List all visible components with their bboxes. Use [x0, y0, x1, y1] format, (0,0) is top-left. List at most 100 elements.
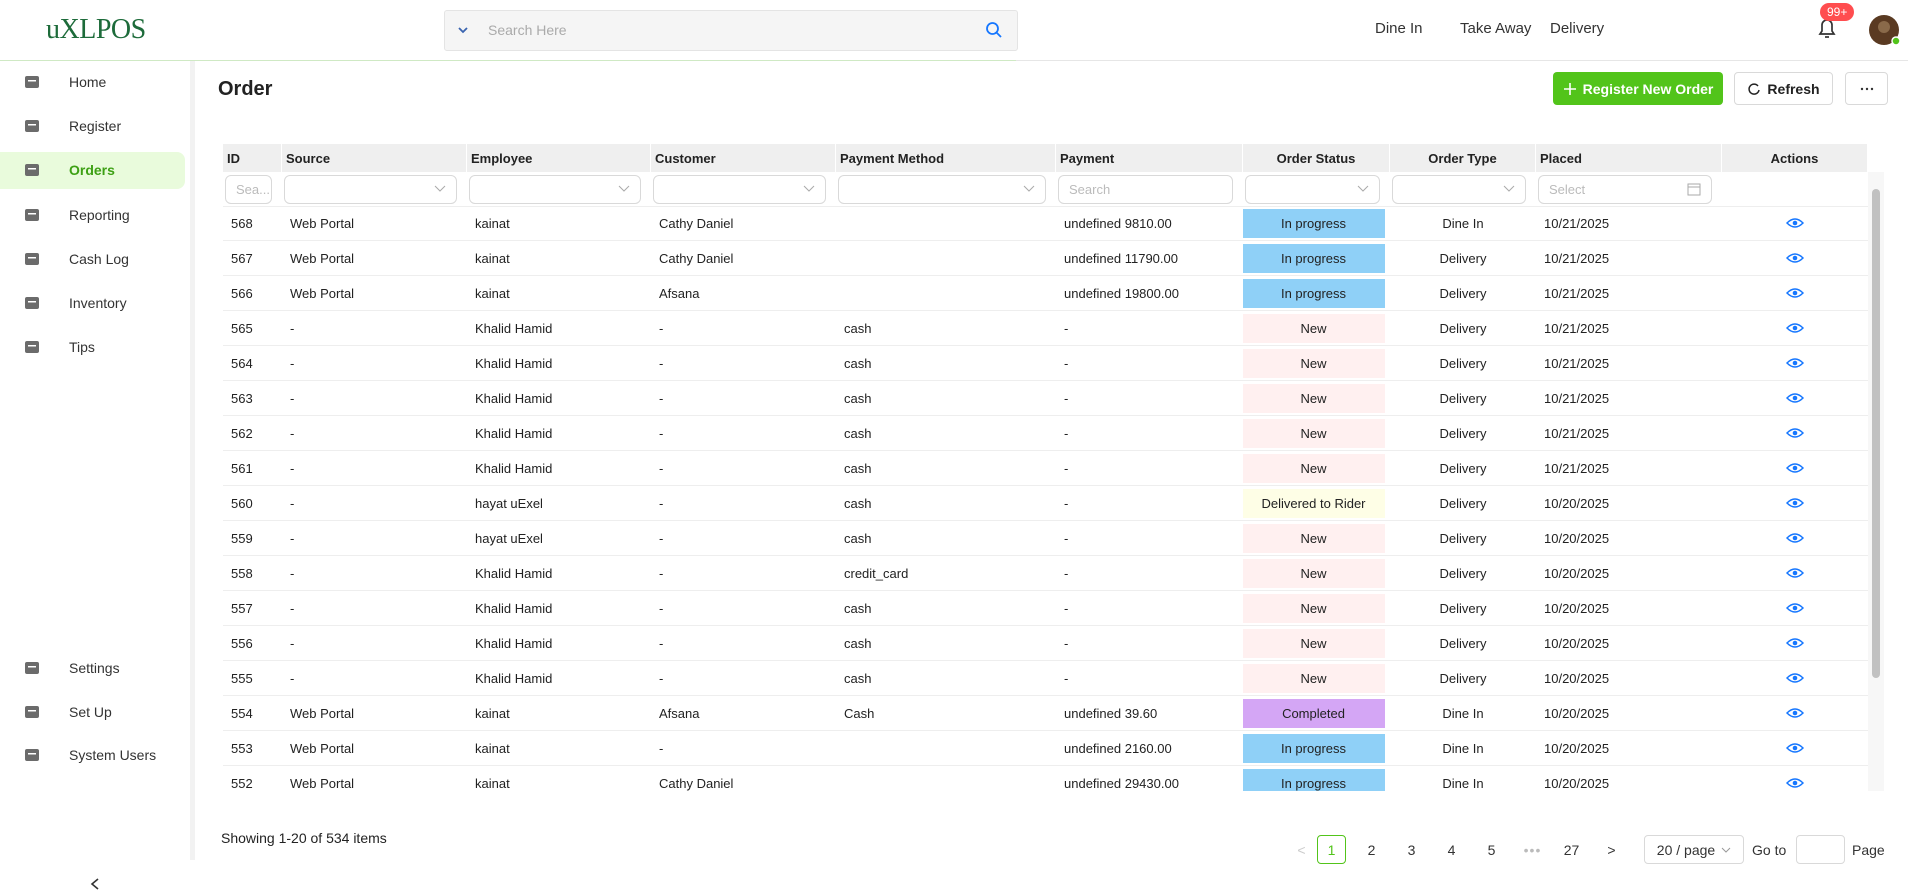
menu-item[interactable]: Register	[0, 108, 185, 145]
menu-item[interactable]: Orders	[0, 152, 185, 189]
nav-link[interactable]: Delivery	[1550, 20, 1605, 37]
table-row[interactable]: 555 - Khalid Hamid - cash - New Delivery 10/20/2…	[223, 661, 1868, 696]
scroll-thumb[interactable]	[1872, 189, 1880, 678]
table-row[interactable]: 564 - Khalid Hamid - cash - New Delivery 10/21/2…	[223, 346, 1868, 381]
cell-text: Web Portal	[290, 285, 355, 301]
page-number[interactable]: 3	[1407, 841, 1416, 858]
table-row[interactable]: 567 Web Portal kainat Cathy Daniel undefined…	[223, 241, 1868, 276]
chevron-icon	[1357, 185, 1369, 192]
cell-text: 10/20/2025	[1544, 670, 1610, 686]
cell-text: -	[659, 600, 664, 616]
table-cell: Web Portal	[282, 766, 467, 791]
table-cell: -	[1056, 521, 1243, 556]
table-row[interactable]: 568 Web Portal kainat Cathy Daniel undefined…	[223, 206, 1868, 241]
table-row[interactable]: 559 - hayat uExel - cash - New Delivery 10/20/20…	[223, 521, 1868, 556]
search-box[interactable]: Search Here	[444, 10, 1018, 51]
search-icon[interactable]	[985, 21, 1003, 39]
table-row[interactable]: 563 - Khalid Hamid - cash - New Delivery 10/21/2…	[223, 381, 1868, 416]
menu-item[interactable]: Inventory	[0, 285, 185, 322]
filter-input[interactable]: Sea...	[225, 174, 272, 204]
view-icon[interactable]	[1786, 637, 1804, 649]
cell-text: Delivery	[1439, 390, 1487, 406]
collapse-icon[interactable]	[89, 877, 101, 891]
filter-input[interactable]: Search	[1058, 174, 1233, 204]
view-icon[interactable]	[1786, 672, 1804, 684]
view-icon[interactable]	[1786, 427, 1804, 439]
menu-item[interactable]: Reporting	[0, 197, 185, 234]
table-cell: -	[651, 521, 836, 556]
more-button[interactable]	[1845, 72, 1888, 105]
view-icon[interactable]	[1786, 532, 1804, 544]
view-icon[interactable]	[1786, 357, 1804, 369]
view-icon[interactable]	[1786, 602, 1804, 614]
view-icon[interactable]	[1786, 392, 1804, 404]
table-row[interactable]: 560 - hayat uExel - cash - Delivered to Rider D…	[223, 486, 1868, 521]
filter-select[interactable]	[653, 174, 826, 204]
menu-item[interactable]: Settings	[0, 650, 185, 687]
menu-item[interactable]: System Users	[0, 737, 185, 774]
view-icon[interactable]	[1786, 707, 1804, 719]
cell-text: 10/20/2025	[1544, 775, 1610, 791]
table-cell: -	[651, 381, 836, 416]
cell-text: -	[659, 495, 664, 511]
page-number[interactable]: 2	[1367, 841, 1376, 858]
prev-page[interactable]: <	[1297, 841, 1306, 858]
cell-text: -	[290, 355, 295, 371]
filter-select[interactable]	[469, 174, 641, 204]
menu-item[interactable]: Cash Log	[0, 241, 185, 278]
view-icon[interactable]	[1786, 462, 1804, 474]
cell-text: Cathy Daniel	[659, 250, 734, 266]
page-number[interactable]: 4	[1447, 841, 1456, 858]
table-row[interactable]: 553 Web Portal kainat - undefined 2160.00 In …	[223, 731, 1868, 766]
filter-select[interactable]	[838, 174, 1046, 204]
nav-link[interactable]: Take Away	[1460, 20, 1532, 37]
table-cell: New	[1243, 451, 1390, 486]
table-cell: 563	[223, 381, 282, 416]
table-row[interactable]: 557 - Khalid Hamid - cash - New Delivery 10/20/2…	[223, 591, 1868, 626]
table-cell: -	[651, 346, 836, 381]
filter-select[interactable]	[1392, 174, 1526, 204]
view-icon[interactable]	[1786, 777, 1804, 789]
view-icon[interactable]	[1786, 217, 1804, 229]
filter-select[interactable]	[1245, 174, 1380, 204]
view-icon[interactable]	[1786, 742, 1804, 754]
table-row[interactable]: 554 Web Portal kainat Afsana Cash undefined 3…	[223, 696, 1868, 731]
page-ellipsis[interactable]: •••	[1523, 841, 1542, 858]
view-icon[interactable]	[1786, 567, 1804, 579]
status-badge: New	[1243, 453, 1385, 483]
logo[interactable]: uXLPOS	[46, 14, 146, 45]
filter-input[interactable]: Select	[1538, 174, 1712, 204]
view-icon[interactable]	[1786, 322, 1804, 334]
table-cell: -	[282, 591, 467, 626]
register-button[interactable]: Register New Order	[1553, 72, 1723, 105]
menu-item[interactable]: Home	[0, 64, 185, 101]
table-cell: cash	[836, 591, 1056, 626]
view-icon[interactable]	[1786, 287, 1804, 299]
table-row[interactable]: 561 - Khalid Hamid - cash - New Delivery 10/21/2…	[223, 451, 1868, 486]
next-page[interactable]: >	[1607, 841, 1616, 858]
table-row[interactable]: 562 - Khalid Hamid - cash - New Delivery 10/21/2…	[223, 416, 1868, 451]
menu-item[interactable]: Tips	[0, 329, 185, 366]
page-number[interactable]: 27	[1563, 841, 1580, 858]
search-placeholder: Search Here	[488, 22, 567, 38]
cell-text: Afsana	[659, 705, 700, 721]
view-icon[interactable]	[1786, 252, 1804, 264]
table-row[interactable]: 566 Web Portal kainat Afsana undefined 19800…	[223, 276, 1868, 311]
avatar[interactable]	[1868, 14, 1900, 46]
nav-link[interactable]: Dine In	[1375, 20, 1423, 37]
status-badge: In progress	[1243, 733, 1385, 763]
filter-select[interactable]	[284, 174, 457, 204]
goto-input[interactable]	[1796, 835, 1845, 864]
page-number[interactable]: 5	[1487, 841, 1496, 858]
table-row[interactable]: 556 - Khalid Hamid - cash - New Delivery 10/20/2…	[223, 626, 1868, 661]
view-icon[interactable]	[1786, 497, 1804, 509]
table-row[interactable]: 558 - Khalid Hamid - credit_card - New Delivery…	[223, 556, 1868, 591]
page-size-select[interactable]: 20 / page	[1644, 835, 1744, 864]
table-row[interactable]: 565 - Khalid Hamid - cash - New Delivery 10/21/2…	[223, 311, 1868, 346]
menu-item[interactable]: Set Up	[0, 694, 185, 731]
table-row[interactable]: 552 Web Portal kainat Cathy Daniel undefined…	[223, 766, 1868, 791]
refresh-button[interactable]: Refresh	[1734, 72, 1833, 105]
page-number[interactable]: 1	[1317, 835, 1346, 864]
table-cell: -	[282, 521, 467, 556]
scrollbar[interactable]	[1868, 172, 1884, 791]
